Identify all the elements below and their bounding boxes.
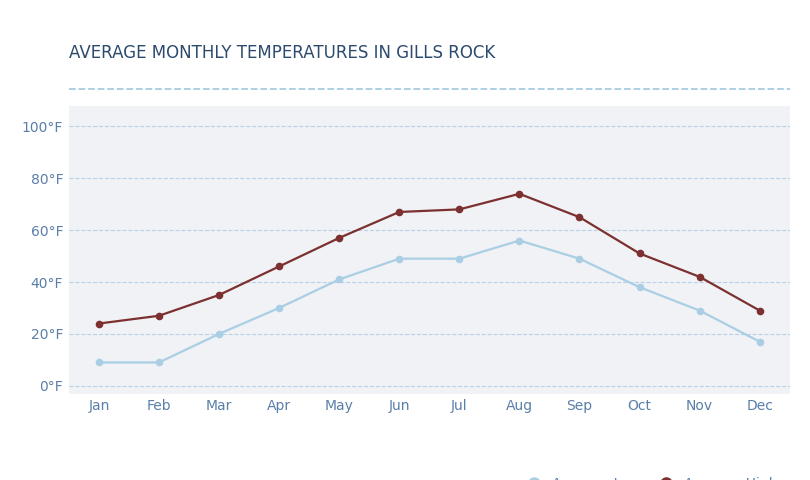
Legend: Average Low, Average High: Average Low, Average High bbox=[514, 471, 782, 480]
Text: AVERAGE MONTHLY TEMPERATURES IN GILLS ROCK: AVERAGE MONTHLY TEMPERATURES IN GILLS RO… bbox=[69, 44, 495, 62]
